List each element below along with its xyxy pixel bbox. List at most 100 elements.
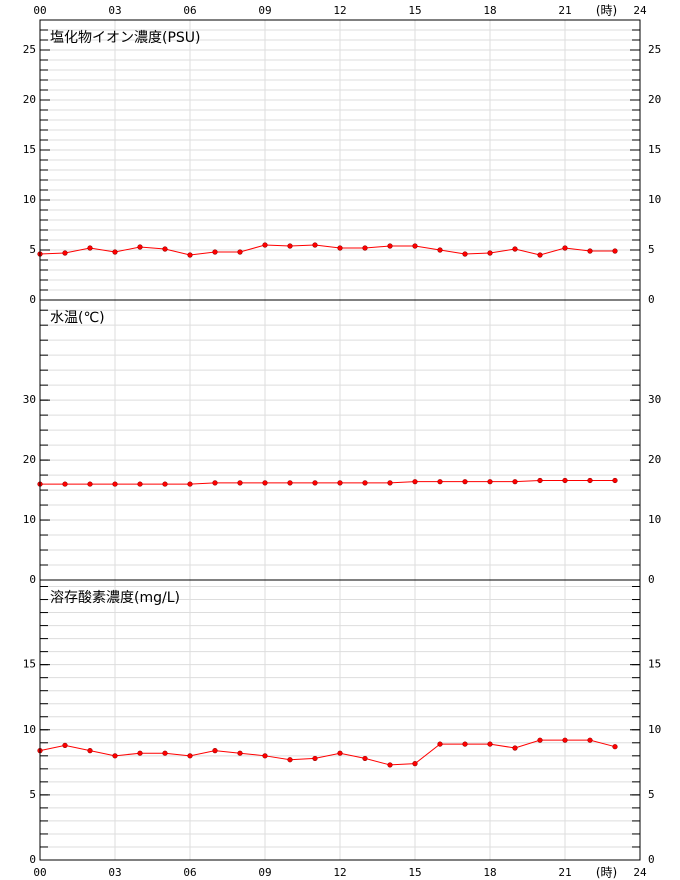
data-point [437,247,443,253]
data-point [587,477,593,484]
data-point [412,761,418,767]
data-point [512,246,518,252]
data-point [462,251,468,257]
x-tick-label: 18 [483,4,496,17]
data-point [212,748,218,754]
series-line [39,739,616,766]
y-tick-label: 15 [648,143,661,156]
y-tick-label: 15 [648,658,661,671]
data-point [87,245,93,251]
x-axis-label: (時) [596,4,617,18]
y-tick-label: 10 [648,723,661,736]
y-tick-label: 0 [29,573,36,586]
y-tick-label: 30 [648,393,661,406]
data-point [412,479,418,485]
data-point [362,755,368,762]
data-point [162,481,168,487]
x-tick-label: 03 [108,866,121,879]
data-point [162,246,168,252]
data-point [237,249,243,255]
data-point [337,750,343,756]
data-point [87,748,93,754]
y-tick-label: 10 [23,723,36,736]
data-point [362,245,368,251]
x-axis-label: (時) [596,866,617,880]
y-tick-label: 0 [648,853,655,866]
data-point [437,741,443,747]
data-point [62,481,68,487]
data-point [212,480,218,486]
data-point [537,252,543,258]
data-point [62,250,68,256]
data-point [487,250,493,256]
x-tick-label: 21 [558,4,571,17]
y-tick-label: 20 [23,93,36,106]
panel-title: 塩化物イオン濃度(PSU) [50,30,201,46]
data-point [237,750,243,756]
y-tick-label: 0 [29,853,36,866]
series-line [40,479,615,485]
y-tick-label: 10 [648,513,661,526]
y-tick-label: 5 [648,243,655,256]
series-line [39,244,615,256]
data-point [112,481,118,487]
data-point [337,245,343,251]
x-tick-label: 24 [633,866,647,879]
x-tick-label: 03 [108,4,121,17]
plot-frame [39,19,641,861]
y-tick-label: 0 [29,293,36,306]
x-tick-label: 12 [333,4,346,17]
data-point [137,244,143,250]
data-point [587,248,593,254]
data-point [337,480,343,486]
data-point [512,479,518,485]
data-point [562,477,568,484]
y-tick-label: 20 [23,453,36,466]
data-point [537,737,543,743]
x-tick-label: 18 [483,866,496,879]
data-point [562,737,568,743]
x-tick-label: 15 [408,4,421,17]
y-tick-label: 10 [23,513,36,526]
data-point [612,744,618,750]
data-point [187,252,193,258]
x-tick-label: 09 [258,866,271,879]
panel-title: 水温(℃) [50,310,105,326]
data-point [612,248,618,254]
data-point [187,753,193,759]
y-tick-label: 15 [23,658,36,671]
x-tick-label: 06 [183,4,196,17]
data-point [412,243,418,249]
data-point [612,477,618,484]
data-point [487,479,493,485]
data-point [487,741,493,747]
y-tick-label: 10 [648,193,661,206]
data-point [287,480,293,486]
y-tick-label: 5 [648,788,655,801]
x-tick-label: 00 [33,4,46,17]
data-point [212,249,218,255]
data-point [587,737,593,743]
data-point [262,480,268,486]
data-point [462,479,468,485]
data-point [312,242,318,248]
y-tick-label: 10 [23,193,36,206]
data-point [362,480,368,486]
data-point [537,477,543,484]
y-tick-label: 25 [23,43,36,56]
data-point [287,243,293,249]
y-tick-label: 0 [648,293,655,306]
x-tick-label: 12 [333,866,346,879]
data-point [137,481,143,487]
x-tick-label: 21 [558,866,571,879]
data-point [112,249,118,255]
data-point [312,480,318,486]
data-point [187,481,193,487]
data-point [137,750,143,756]
data-point [387,480,393,486]
x-tick-label: 00 [33,866,46,879]
data-point [62,742,68,748]
data-point [312,755,318,762]
y-tick-label: 5 [29,788,36,801]
